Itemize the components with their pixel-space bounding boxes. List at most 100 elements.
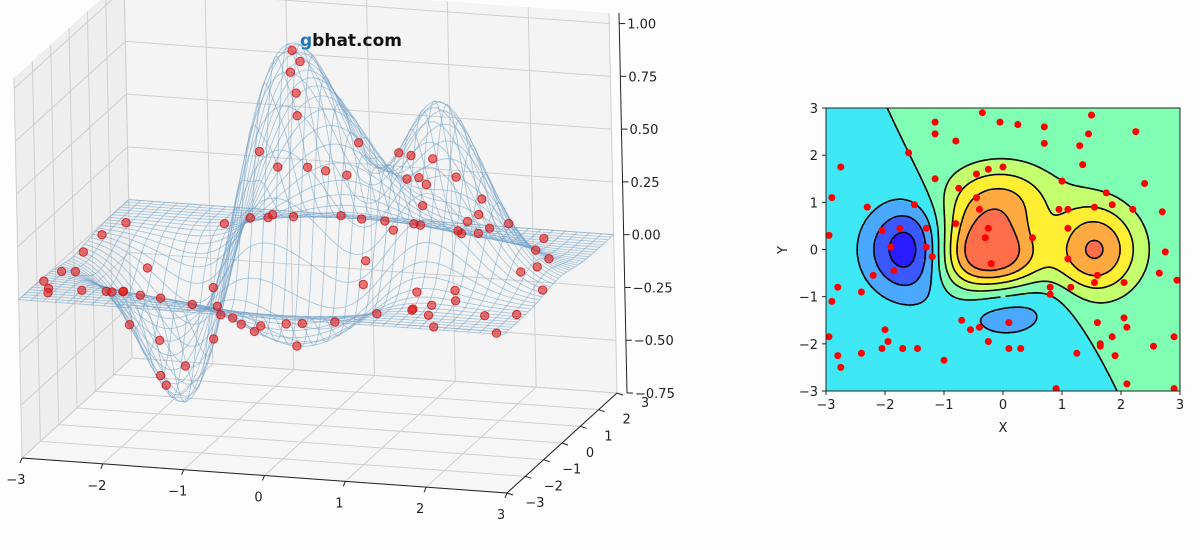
contour-cell <box>828 131 833 135</box>
contour-cell <box>887 126 892 130</box>
contour-cell <box>852 223 857 227</box>
contour-cell <box>885 306 889 310</box>
contour-cell <box>902 157 907 161</box>
contour-cell <box>861 306 865 310</box>
contour-cell <box>893 386 898 390</box>
contour-cell <box>867 145 871 149</box>
contour-cell <box>826 162 830 166</box>
contour-cell <box>873 228 877 232</box>
contour-cell <box>843 195 848 199</box>
contour-cell <box>879 327 883 331</box>
contour-cell <box>834 299 839 302</box>
contour-cell <box>828 228 833 232</box>
contour-cell <box>867 277 871 281</box>
contour-cell <box>876 379 880 383</box>
contour-cell <box>852 150 857 154</box>
contour-cell <box>876 190 880 194</box>
contour-cell <box>864 362 868 366</box>
contour-cell <box>893 108 898 111</box>
contour-cell <box>843 108 848 111</box>
contour-cell <box>831 332 836 335</box>
contour-cell <box>887 204 892 208</box>
contour-cell <box>873 192 877 196</box>
contour-cell <box>899 299 904 302</box>
contour-cell <box>840 122 845 126</box>
contour-cell <box>826 254 830 258</box>
contour-cell <box>843 136 848 140</box>
contour-cell <box>840 115 845 119</box>
contour-cell <box>890 232 895 236</box>
contour-cell <box>840 216 845 220</box>
contour-cell <box>890 240 895 244</box>
contour-cell <box>873 362 877 366</box>
contour-cell <box>870 388 874 391</box>
contour-cell <box>828 317 833 321</box>
contour-cell <box>867 235 871 239</box>
contour-cell <box>873 320 877 324</box>
contour-cell <box>858 119 862 123</box>
contour-cell <box>890 126 895 130</box>
contour-cell <box>831 221 836 225</box>
contour-cell <box>837 138 842 142</box>
contour-cell <box>861 124 865 128</box>
contour-cell <box>882 207 886 211</box>
contour-cell <box>905 249 910 253</box>
contour-cell <box>831 339 836 343</box>
contour-cell <box>834 324 839 328</box>
contour-cell <box>870 197 874 201</box>
contour-cell <box>837 327 842 331</box>
contour-cell <box>846 388 851 391</box>
contour-cell <box>890 178 895 182</box>
contour-cell <box>834 185 839 189</box>
contour-cell <box>902 357 907 361</box>
contour-cell <box>852 124 857 128</box>
contour-cell <box>887 209 892 213</box>
contour-cell <box>864 150 868 154</box>
contour-cell <box>864 162 868 166</box>
contour-cell <box>861 204 865 208</box>
contour-cell <box>858 275 862 279</box>
contour-cell <box>837 357 842 361</box>
contour-cell <box>879 273 883 277</box>
contour-cell <box>840 148 845 152</box>
contour-cell <box>905 261 910 265</box>
contour-cell <box>840 355 845 359</box>
contour-cell <box>899 341 904 345</box>
contour-cell <box>837 209 842 213</box>
contour-cell <box>837 230 842 234</box>
contour-cell <box>879 303 883 307</box>
contour-cell <box>858 155 862 159</box>
contour-cell <box>899 122 904 126</box>
contour-cell <box>873 235 877 239</box>
grid-line-z <box>21 357 618 459</box>
scatter-point-3d <box>388 225 398 235</box>
contour-cell <box>890 365 895 369</box>
contour-cell <box>846 247 851 251</box>
contour-cell <box>840 386 845 390</box>
contour-cell <box>876 355 880 359</box>
contour-cell <box>896 176 901 180</box>
contour-cell <box>846 251 851 255</box>
contour-cell <box>846 381 851 385</box>
contour-cell <box>879 322 883 326</box>
contour-cell <box>843 190 848 194</box>
contour-cell <box>905 379 910 383</box>
contour-cell <box>858 355 862 359</box>
contour-cell <box>852 315 857 319</box>
contour-cell <box>870 199 874 203</box>
contour-cell <box>849 232 854 236</box>
contour-cell <box>882 235 886 239</box>
contour-cell <box>890 341 895 345</box>
contour-cell <box>852 218 857 222</box>
contour-cell <box>849 202 854 206</box>
contour-cell <box>831 313 836 317</box>
contour-cell <box>876 280 880 284</box>
contour-cell <box>876 301 880 305</box>
contour-cell <box>887 386 892 390</box>
contour-cell <box>831 291 836 295</box>
contour-cell <box>858 254 862 258</box>
contour-cell <box>840 159 845 163</box>
contour-cell <box>840 188 845 192</box>
contour-cell <box>879 188 883 192</box>
contour-cell <box>899 152 904 156</box>
